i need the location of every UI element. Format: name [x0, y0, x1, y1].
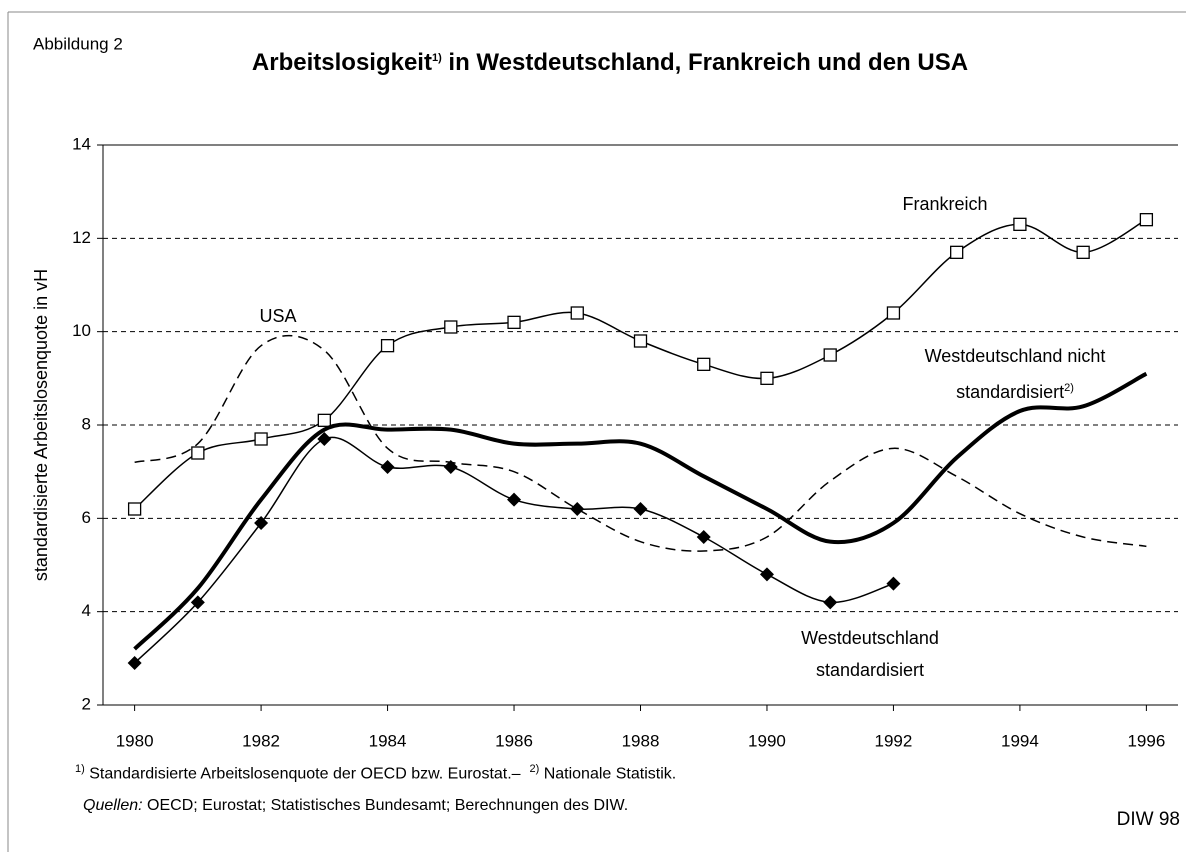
- series-line: [133, 371, 1148, 651]
- y-tick-label: 10: [72, 321, 91, 340]
- y-tick-label: 12: [72, 228, 91, 247]
- series-label: Westdeutschland nicht standardisiert2): [880, 340, 1150, 408]
- y-axis-label: standardisierte Arbeitslosenquote in vH: [31, 269, 51, 581]
- marker: [317, 413, 331, 427]
- marker: [317, 432, 332, 446]
- footnote: Standardisierte Arbeitslosenquote der OE…: [89, 765, 521, 783]
- y-tick-label: 8: [82, 414, 91, 433]
- footnote: Nationale Statistik.: [543, 765, 677, 783]
- footnote-marker: 1): [75, 763, 85, 775]
- marker: [191, 446, 205, 460]
- marker: [950, 245, 964, 259]
- marker: [254, 516, 269, 530]
- credit: DIW 98: [1117, 809, 1180, 830]
- marker: [696, 530, 711, 544]
- marker: [507, 315, 521, 329]
- series-label: Frankreich: [860, 188, 1030, 220]
- marker: [633, 502, 648, 516]
- y-tick-label: 14: [72, 134, 91, 153]
- y-tick-label: 6: [82, 508, 91, 527]
- title-text: in Westdeutschland, Frankreich und den U…: [448, 49, 969, 76]
- footnote-marker: 2): [529, 763, 540, 775]
- marker: [760, 371, 774, 385]
- marker: [507, 492, 522, 507]
- footnotes: 1) Standardisierte Arbeitslosenquote der…: [75, 763, 676, 783]
- x-tick-label: 1990: [748, 731, 786, 750]
- sources-text: OECD; Eurostat; Statistisches Bundesamt;…: [147, 797, 629, 814]
- x-tick-label: 1980: [116, 731, 154, 750]
- marker: [443, 460, 458, 474]
- marker: [1139, 213, 1154, 227]
- marker: [444, 320, 458, 334]
- sources-label: Quellen:: [83, 797, 143, 814]
- series-note: 2): [1064, 382, 1074, 394]
- x-tick-label: 1986: [495, 731, 533, 750]
- y-tick-label: 2: [82, 694, 91, 713]
- series-name: Westdeutschland nicht standardisiert: [924, 346, 1106, 402]
- marker: [823, 595, 838, 610]
- x-tick-label: 1996: [1127, 731, 1165, 750]
- marker: [886, 576, 901, 591]
- series-name: Frankreich: [902, 194, 988, 214]
- series-label: Westdeutschland standardisiert: [770, 622, 970, 686]
- marker: [633, 334, 648, 348]
- x-tick-label: 1984: [369, 731, 407, 750]
- series-line: [134, 334, 1147, 552]
- marker: [886, 306, 901, 320]
- marker: [1013, 217, 1027, 231]
- series-label: USA: [228, 300, 328, 332]
- x-tick-label: 1982: [242, 731, 280, 750]
- marker: [190, 595, 205, 610]
- title-note: 1): [431, 52, 442, 64]
- x-tick-label: 1994: [1001, 731, 1039, 750]
- marker: [380, 460, 395, 474]
- marker: [823, 348, 837, 362]
- marker: [570, 502, 585, 516]
- sources: Quellen: OECD; Eurostat; Statistisches B…: [83, 797, 628, 815]
- marker: [697, 357, 711, 371]
- title-text: Arbeitslosigkeit: [251, 49, 432, 76]
- series-name: USA: [259, 306, 297, 326]
- marker: [380, 339, 395, 353]
- marker: [1076, 245, 1090, 259]
- series-name: Westdeutschland standardisiert: [801, 628, 939, 680]
- y-tick-label: 4: [82, 601, 91, 620]
- chart-title: Arbeitslosigkeit1) in Westdeutschland, F…: [230, 40, 990, 81]
- figure-label: Abbildung 2: [33, 34, 123, 53]
- marker: [759, 567, 774, 582]
- marker: [254, 432, 268, 446]
- x-tick-label: 1992: [875, 731, 913, 750]
- x-tick-label: 1988: [622, 731, 660, 750]
- marker: [127, 502, 142, 516]
- marker: [127, 656, 142, 670]
- marker: [570, 306, 584, 320]
